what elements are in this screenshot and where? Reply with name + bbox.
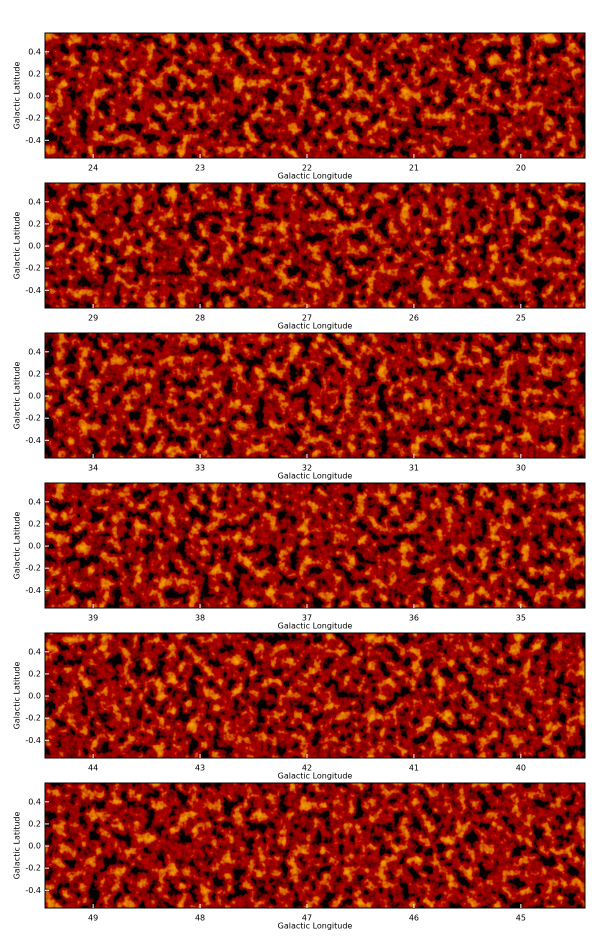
panel: 29 28 27 26 25 0.4 0.2 0.0 -0.2 -0.4 Galactic Long… bbox=[13, 182, 586, 331]
y-tick-label: -0.2 bbox=[25, 264, 41, 273]
panel-frame bbox=[44, 482, 586, 609]
x-tick-label: 38 bbox=[195, 614, 205, 623]
y-tick-label: -0.2 bbox=[25, 114, 41, 123]
y-tick-label: -0.2 bbox=[25, 714, 41, 723]
y-tick-label: -0.2 bbox=[25, 864, 41, 873]
x-axis-label: Galactic Longitude bbox=[278, 322, 353, 331]
x-tick-label: 20 bbox=[516, 164, 526, 173]
y-tick-label: -0.2 bbox=[25, 564, 41, 573]
y-tick-label: -0.4 bbox=[25, 586, 41, 595]
x-axis-label: Galactic Longitude bbox=[278, 172, 353, 181]
x-tick-label: 23 bbox=[195, 164, 205, 173]
x-tick-label: 42 bbox=[302, 764, 312, 773]
x-tick-label: 48 bbox=[195, 914, 205, 923]
y-tick-label: -0.4 bbox=[25, 286, 41, 295]
image-noise bbox=[45, 633, 585, 758]
x-tick-label: 24 bbox=[88, 164, 98, 173]
image-noise bbox=[45, 783, 585, 908]
x-tick-label: 22 bbox=[302, 164, 312, 173]
y-tick-label: -0.4 bbox=[25, 436, 41, 445]
x-tick-label: 37 bbox=[302, 614, 312, 623]
x-tick-label: 32 bbox=[302, 464, 312, 473]
x-tick-label: 26 bbox=[409, 314, 419, 323]
panel-frame bbox=[44, 782, 586, 909]
y-tick-label: 0.2 bbox=[28, 519, 41, 528]
x-axis-label: Galactic Longitude bbox=[278, 622, 353, 631]
x-tick-label: 34 bbox=[88, 464, 98, 473]
y-tick-label: 0.4 bbox=[28, 47, 41, 56]
x-axis-label: Galactic Longitude bbox=[278, 472, 353, 481]
y-tick-label: -0.4 bbox=[25, 886, 41, 895]
x-tick-label: 43 bbox=[195, 764, 205, 773]
y-tick-label: 0.0 bbox=[28, 692, 41, 701]
y-tick-label: 0.4 bbox=[28, 497, 41, 506]
x-tick-label: 31 bbox=[409, 464, 419, 473]
y-tick-label: 0.0 bbox=[28, 392, 41, 401]
panel: 44 43 42 41 40 0.4 0.2 0.0 -0.2 -0.4 Galactic Long… bbox=[13, 632, 586, 781]
y-axis-label: Galactic Latitude bbox=[13, 812, 22, 880]
x-tick-label: 47 bbox=[302, 914, 312, 923]
x-axis-label: Galactic Longitude bbox=[278, 922, 353, 931]
x-tick-label: 39 bbox=[88, 614, 98, 623]
y-axis-label: Galactic Latitude bbox=[13, 212, 22, 280]
y-tick-label: 0.0 bbox=[28, 842, 41, 851]
y-tick-label: -0.2 bbox=[25, 414, 41, 423]
y-tick-label: -0.4 bbox=[25, 736, 41, 745]
y-tick-label: 0.2 bbox=[28, 669, 41, 678]
x-tick-label: 36 bbox=[409, 614, 419, 623]
x-tick-label: 49 bbox=[88, 914, 98, 923]
x-tick-label: 46 bbox=[409, 914, 419, 923]
image-noise bbox=[45, 483, 585, 608]
x-tick-label: 41 bbox=[409, 764, 419, 773]
x-tick-label: 40 bbox=[516, 764, 526, 773]
x-tick-label: 25 bbox=[516, 314, 526, 323]
x-tick-label: 30 bbox=[516, 464, 526, 473]
y-tick-label: 0.2 bbox=[28, 69, 41, 78]
x-tick-label: 35 bbox=[516, 614, 526, 623]
x-tick-label: 29 bbox=[88, 314, 98, 323]
panel-frame bbox=[44, 32, 586, 159]
y-tick-label: 0.2 bbox=[28, 369, 41, 378]
y-axis-label: Galactic Latitude bbox=[13, 62, 22, 130]
image-noise bbox=[45, 33, 585, 158]
panel: 24 23 22 21 20 0.4 0.2 0.0 -0.2 -0.4 Galactic Long… bbox=[13, 32, 586, 181]
panel-frame bbox=[44, 332, 586, 459]
y-tick-label: 0.4 bbox=[28, 797, 41, 806]
x-tick-label: 28 bbox=[195, 314, 205, 323]
panel-frame bbox=[44, 632, 586, 759]
panel: 49 48 47 46 45 0.4 0.2 0.0 -0.2 -0.4 Galactic Long… bbox=[13, 782, 586, 931]
panel-frame bbox=[44, 182, 586, 309]
y-axis-label: Galactic Latitude bbox=[13, 512, 22, 580]
x-tick-label: 27 bbox=[302, 314, 312, 323]
panel: 39 38 37 36 35 0.4 0.2 0.0 -0.2 -0.4 Galactic Long… bbox=[13, 482, 586, 631]
x-tick-label: 21 bbox=[409, 164, 419, 173]
y-tick-label: 0.0 bbox=[28, 542, 41, 551]
panel: 34 33 32 31 30 0.4 0.2 0.0 -0.2 -0.4 Galactic Long… bbox=[13, 332, 586, 481]
image-noise bbox=[45, 183, 585, 308]
y-tick-label: 0.2 bbox=[28, 819, 41, 828]
y-axis-label: Galactic Latitude bbox=[13, 662, 22, 730]
y-tick-label: -0.4 bbox=[25, 136, 41, 145]
x-axis-label: Galactic Longitude bbox=[278, 772, 353, 781]
y-tick-label: 0.4 bbox=[28, 347, 41, 356]
x-tick-label: 45 bbox=[516, 914, 526, 923]
x-tick-label: 33 bbox=[195, 464, 205, 473]
y-tick-label: 0.4 bbox=[28, 197, 41, 206]
y-axis-label: Galactic Latitude bbox=[13, 362, 22, 430]
y-tick-label: 0.0 bbox=[28, 242, 41, 251]
y-tick-label: 0.2 bbox=[28, 219, 41, 228]
x-tick-label: 44 bbox=[88, 764, 98, 773]
y-tick-label: 0.0 bbox=[28, 92, 41, 101]
y-tick-label: 0.4 bbox=[28, 647, 41, 656]
image-noise bbox=[45, 333, 585, 458]
